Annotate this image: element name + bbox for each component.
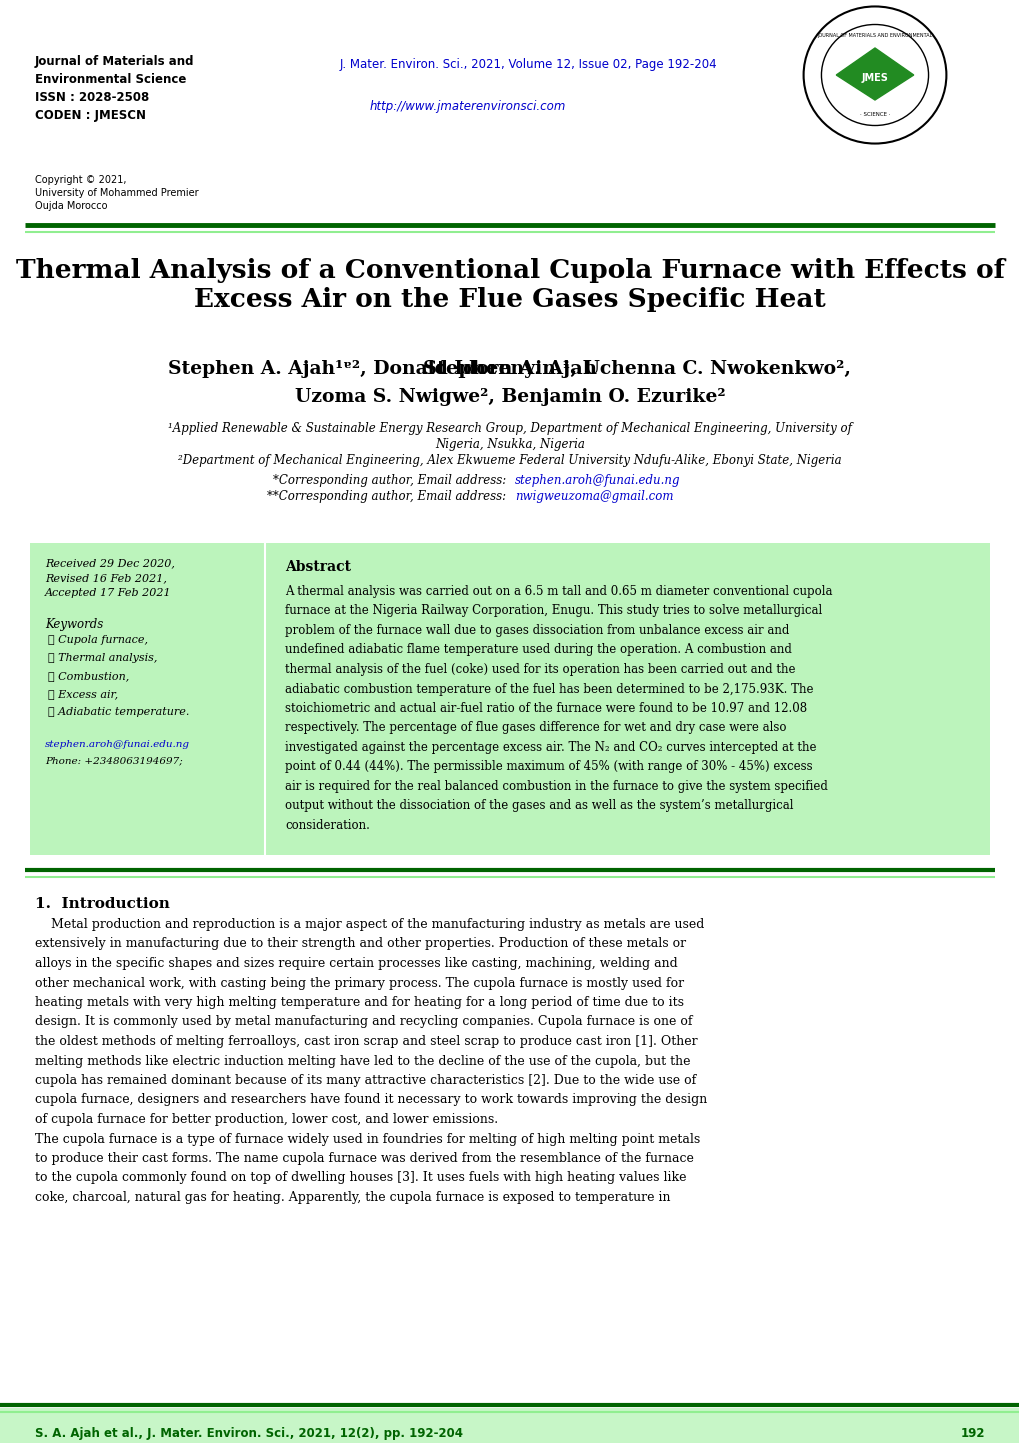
FancyBboxPatch shape <box>30 543 989 856</box>
Text: JMES: JMES <box>861 74 888 84</box>
Text: problem of the furnace wall due to gases dissociation from unbalance excess air : problem of the furnace wall due to gases… <box>284 623 789 636</box>
Text: Received 29 Dec 2020,: Received 29 Dec 2020, <box>45 558 174 569</box>
Text: S. A. Ajah et al., J. Mater. Environ. Sci., 2021, 12(2), pp. 192-204: S. A. Ajah et al., J. Mater. Environ. Sc… <box>35 1427 463 1440</box>
Text: Thermal Analysis of a Conventional Cupola Furnace with Effects of
Excess Air on : Thermal Analysis of a Conventional Cupol… <box>15 258 1004 312</box>
Text: investigated against the percentage excess air. The N₂ and CO₂ curves intercepte: investigated against the percentage exce… <box>284 742 815 755</box>
Text: Abstract: Abstract <box>284 560 351 574</box>
Text: adiabatic combustion temperature of the fuel has been determined to be 2,175.93K: adiabatic combustion temperature of the … <box>284 683 813 696</box>
Text: University of Mohammed Premier: University of Mohammed Premier <box>35 188 199 198</box>
Text: ✓ Cupola furnace,: ✓ Cupola furnace, <box>48 635 148 645</box>
Text: J. Mater. Environ. Sci., 2021, Volume 12, Issue 02, Page 192-204: J. Mater. Environ. Sci., 2021, Volume 12… <box>339 58 717 71</box>
Text: Metal production and reproduction is a major aspect of the manufacturing industr: Metal production and reproduction is a m… <box>35 918 704 931</box>
Text: Copyright © 2021,: Copyright © 2021, <box>35 175 126 185</box>
Text: output without the dissociation of the gases and as well as the system’s metallu: output without the dissociation of the g… <box>284 799 793 812</box>
Text: JOURNAL OF MATERIALS AND ENVIRONMENTAL: JOURNAL OF MATERIALS AND ENVIRONMENTAL <box>816 33 931 38</box>
Text: extensively in manufacturing due to their strength and other properties. Product: extensively in manufacturing due to thei… <box>35 938 686 951</box>
Text: 192: 192 <box>960 1427 984 1440</box>
Text: other mechanical work, with casting being the primary process. The cupola furnac: other mechanical work, with casting bein… <box>35 977 684 990</box>
Text: A thermal analysis was carried out on a 6.5 m tall and 0.65 m diameter conventio: A thermal analysis was carried out on a … <box>284 584 832 597</box>
Text: Journal of Materials and: Journal of Materials and <box>35 55 195 68</box>
Text: http://www.jmaterenvironsci.com: http://www.jmaterenvironsci.com <box>370 100 566 113</box>
Text: respectively. The percentage of flue gases difference for wet and dry case were : respectively. The percentage of flue gas… <box>284 722 786 734</box>
Text: CODEN : JMESCN: CODEN : JMESCN <box>35 110 146 123</box>
Text: heating metals with very high melting temperature and for heating for a long per: heating metals with very high melting te… <box>35 996 684 1009</box>
FancyBboxPatch shape <box>0 1408 1019 1443</box>
Text: to the cupola commonly found on top of dwelling houses [3]. It uses fuels with h: to the cupola commonly found on top of d… <box>35 1172 686 1185</box>
Text: melting methods like electric induction melting have led to the decline of the u: melting methods like electric induction … <box>35 1055 690 1068</box>
Text: undefined adiabatic flame temperature used during the operation. A combustion an: undefined adiabatic flame temperature us… <box>284 644 791 657</box>
Text: The cupola furnace is a type of furnace widely used in foundries for melting of : The cupola furnace is a type of furnace … <box>35 1133 700 1146</box>
Text: Nigeria, Nsukka, Nigeria: Nigeria, Nsukka, Nigeria <box>435 439 584 452</box>
Text: point of 0.44 (44%). The permissible maximum of 45% (with range of 30% - 45%) ex: point of 0.44 (44%). The permissible max… <box>284 760 812 773</box>
Text: design. It is commonly used by metal manufacturing and recycling companies. Cupo: design. It is commonly used by metal man… <box>35 1016 692 1029</box>
Text: to produce their cast forms. The name cupola furnace was derived from the resemb: to produce their cast forms. The name cu… <box>35 1152 693 1165</box>
Text: Keywords: Keywords <box>45 618 103 631</box>
Text: stephen.aroh@funai.edu.ng: stephen.aroh@funai.edu.ng <box>515 473 680 486</box>
Text: consideration.: consideration. <box>284 820 370 833</box>
Text: ¹Applied Renewable & Sustainable Energy Research Group, Department of Mechanical: ¹Applied Renewable & Sustainable Energy … <box>168 421 851 434</box>
Text: coke, charcoal, natural gas for heating. Apparently, the cupola furnace is expos: coke, charcoal, natural gas for heating.… <box>35 1190 669 1203</box>
Text: cupola furnace, designers and researchers have found it necessary to work toward: cupola furnace, designers and researcher… <box>35 1094 706 1107</box>
Text: of cupola furnace for better production, lower cost, and lower emissions.: of cupola furnace for better production,… <box>35 1113 497 1126</box>
Text: Phone: +2348063194697;: Phone: +2348063194697; <box>45 756 182 765</box>
Text: stoichiometric and actual air-fuel ratio of the furnace were found to be 10.97 a: stoichiometric and actual air-fuel ratio… <box>284 701 806 714</box>
Text: *Corresponding author, Email address:: *Corresponding author, Email address: <box>273 473 510 486</box>
Text: ISSN : 2028-2508: ISSN : 2028-2508 <box>35 91 149 104</box>
Text: the oldest methods of melting ferroalloys, cast iron scrap and steel scrap to pr: the oldest methods of melting ferroalloy… <box>35 1035 697 1048</box>
Text: ✓ Thermal analysis,: ✓ Thermal analysis, <box>48 654 157 662</box>
Text: ²Department of Mechanical Engineering, Alex Ekwueme Federal University Ndufu-Ali: ²Department of Mechanical Engineering, A… <box>178 455 841 468</box>
Text: 1.  Introduction: 1. Introduction <box>35 898 170 911</box>
Text: air is required for the real balanced combustion in the furnace to give the syst: air is required for the real balanced co… <box>284 781 827 794</box>
Text: **Corresponding author, Email address:: **Corresponding author, Email address: <box>267 491 510 504</box>
Text: Stephen A. Ajah¹ᵄ², Donald Idorenyin ¹, Uchenna C. Nwokenkwo²,: Stephen A. Ajah¹ᵄ², Donald Idorenyin ¹, … <box>168 359 851 378</box>
Text: Environmental Science: Environmental Science <box>35 74 186 87</box>
Text: alloys in the specific shapes and sizes require certain processes like casting, : alloys in the specific shapes and sizes … <box>35 957 677 970</box>
Text: Accepted 17 Feb 2021: Accepted 17 Feb 2021 <box>45 587 171 597</box>
Text: Oujda Morocco: Oujda Morocco <box>35 201 107 211</box>
Text: ✓ Combustion,: ✓ Combustion, <box>48 671 129 681</box>
Text: Stephen A. Ajah: Stephen A. Ajah <box>423 359 596 378</box>
Polygon shape <box>836 48 913 100</box>
Text: Uzoma S. Nwigwe², Benjamin O. Ezurike²: Uzoma S. Nwigwe², Benjamin O. Ezurike² <box>294 388 725 405</box>
Text: Revised 16 Feb 2021,: Revised 16 Feb 2021, <box>45 573 167 583</box>
Text: thermal analysis of the fuel (coke) used for its operation has been carried out : thermal analysis of the fuel (coke) used… <box>284 662 795 675</box>
Text: ✓ Adiabatic temperature.: ✓ Adiabatic temperature. <box>48 707 190 717</box>
Text: nwigweuzoma@gmail.com: nwigweuzoma@gmail.com <box>515 491 673 504</box>
Text: stephen.aroh@funai.edu.ng: stephen.aroh@funai.edu.ng <box>45 740 190 749</box>
Text: cupola has remained dominant because of its many attractive characteristics [2].: cupola has remained dominant because of … <box>35 1074 696 1087</box>
Text: ✓ Excess air,: ✓ Excess air, <box>48 688 118 698</box>
Text: furnace at the Nigeria Railway Corporation, Enugu. This study tries to solve met: furnace at the Nigeria Railway Corporati… <box>284 605 821 618</box>
Text: · SCIENCE ·: · SCIENCE · <box>859 113 890 117</box>
